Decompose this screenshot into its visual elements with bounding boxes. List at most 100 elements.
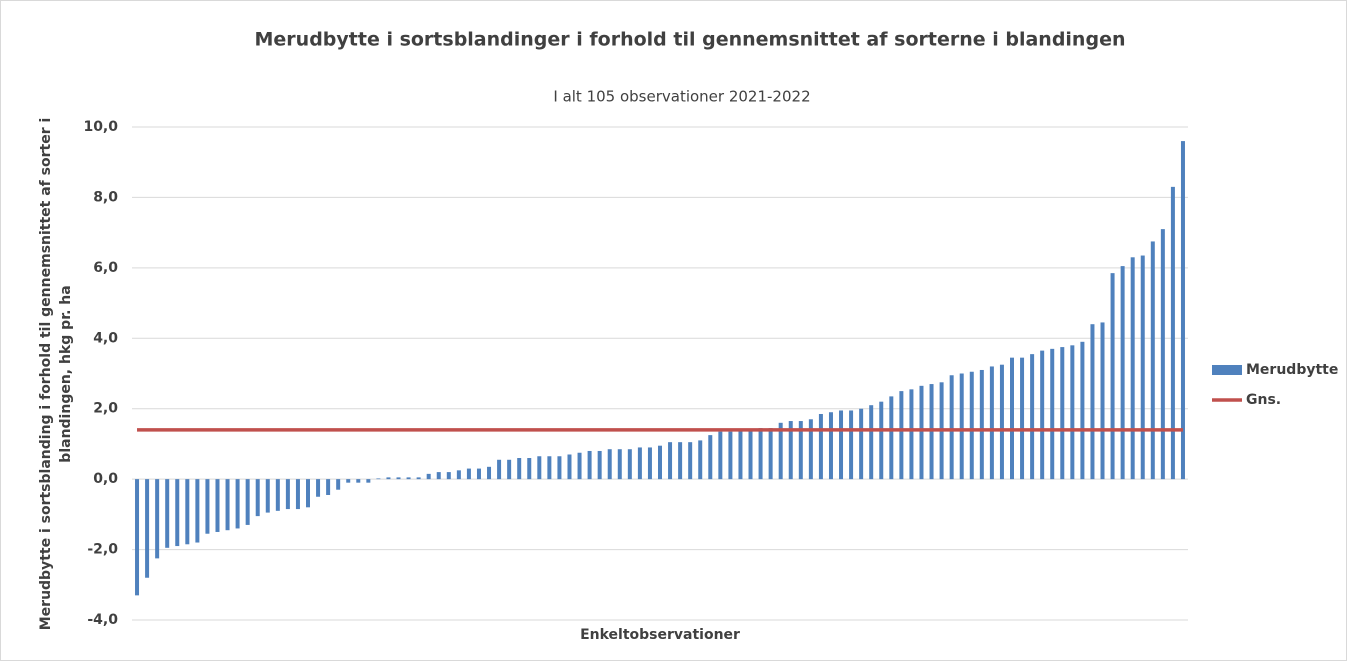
- bar: [678, 442, 683, 480]
- bar: [346, 479, 351, 483]
- bar: [768, 428, 773, 480]
- bar: [1080, 341, 1085, 480]
- bar: [1020, 357, 1025, 480]
- bar: [728, 431, 733, 480]
- chart-subtitle: I alt 105 observationer 2021-2022: [553, 88, 810, 106]
- bar: [326, 479, 331, 495]
- bar: [386, 477, 391, 480]
- bar: [487, 466, 492, 480]
- bar: [808, 419, 813, 480]
- bar: [1150, 241, 1155, 480]
- bar: [275, 479, 280, 511]
- bar: [869, 405, 874, 480]
- y-tick-label: 10,0: [83, 119, 118, 135]
- bar: [265, 479, 270, 513]
- bar: [959, 373, 964, 480]
- bar: [336, 479, 341, 490]
- bar: [658, 445, 662, 480]
- bar: [507, 459, 512, 480]
- bar: [849, 410, 854, 480]
- bar: [627, 449, 632, 480]
- bar: [497, 459, 502, 480]
- bar: [1110, 273, 1115, 480]
- y-axis-label-line: blandingen, hkg pr. ha: [58, 285, 74, 462]
- bar: [587, 450, 592, 480]
- bar: [828, 412, 833, 480]
- bar: [617, 449, 622, 480]
- bar: [1070, 345, 1075, 480]
- bar: [1160, 229, 1165, 480]
- bar: [215, 479, 220, 532]
- bar: [1010, 357, 1014, 480]
- bar: [185, 479, 190, 545]
- bar: [567, 454, 572, 480]
- bar: [205, 479, 210, 534]
- y-tick-label: -4,0: [87, 612, 118, 628]
- bar: [597, 450, 602, 480]
- bar: [235, 479, 240, 529]
- bar: [637, 447, 642, 480]
- bar: [688, 442, 693, 480]
- bar: [527, 458, 532, 480]
- y-tick-label: 6,0: [93, 260, 118, 276]
- bar: [1050, 348, 1055, 480]
- bar: [316, 479, 321, 497]
- legend-swatch: [1212, 365, 1242, 375]
- bar: [517, 458, 522, 480]
- bar: [999, 364, 1004, 480]
- bar: [557, 456, 562, 480]
- y-tick-label: 0,0: [93, 471, 118, 487]
- bar: [607, 449, 612, 480]
- bar: [899, 391, 904, 480]
- x-axis-label: Enkeltobservationer: [580, 627, 740, 643]
- bar: [979, 369, 984, 480]
- bar: [969, 371, 974, 480]
- bar: [889, 396, 894, 480]
- bar: [738, 429, 743, 480]
- bar: [306, 479, 310, 508]
- y-tick-label: 4,0: [93, 330, 118, 346]
- bar: [839, 410, 844, 480]
- bar: [919, 385, 924, 480]
- bar: [145, 479, 150, 578]
- bar: [909, 389, 914, 480]
- bar: [718, 431, 723, 480]
- y-tick-label: 2,0: [93, 401, 118, 417]
- y-tick-label: 8,0: [93, 189, 118, 205]
- bar: [225, 479, 230, 531]
- bar: [476, 468, 481, 480]
- bar: [577, 452, 582, 480]
- bar: [356, 479, 361, 483]
- bar: [537, 456, 542, 480]
- bar: [547, 456, 552, 480]
- bar: [1090, 324, 1095, 480]
- bar: [155, 479, 160, 559]
- bar: [1120, 266, 1125, 480]
- bar: [1170, 186, 1175, 480]
- bar: [798, 421, 803, 480]
- bar: [788, 421, 793, 480]
- y-axis-label-line: Merudbytte i sortsblanding i forhold til…: [38, 118, 54, 631]
- y-axis-label: Merudbytte i sortsblanding i forhold til…: [38, 118, 74, 631]
- bar: [668, 442, 673, 480]
- bar: [818, 413, 823, 480]
- bar: [396, 477, 401, 480]
- bar: [175, 479, 180, 547]
- bar: [698, 440, 703, 480]
- bar: [1180, 141, 1185, 480]
- bar: [1030, 354, 1035, 480]
- bar: [426, 473, 431, 480]
- bar: [366, 479, 371, 483]
- bar: [778, 422, 783, 480]
- bar: [949, 375, 954, 480]
- bar: [879, 401, 884, 480]
- bar: [1100, 322, 1105, 480]
- bar: [1140, 255, 1145, 480]
- bar: [989, 366, 994, 480]
- bar: [245, 479, 250, 525]
- bar: [295, 479, 300, 510]
- bar: [416, 477, 421, 480]
- legend-label: Gns.: [1246, 392, 1281, 408]
- legend-label: Merudbytte: [1246, 362, 1338, 378]
